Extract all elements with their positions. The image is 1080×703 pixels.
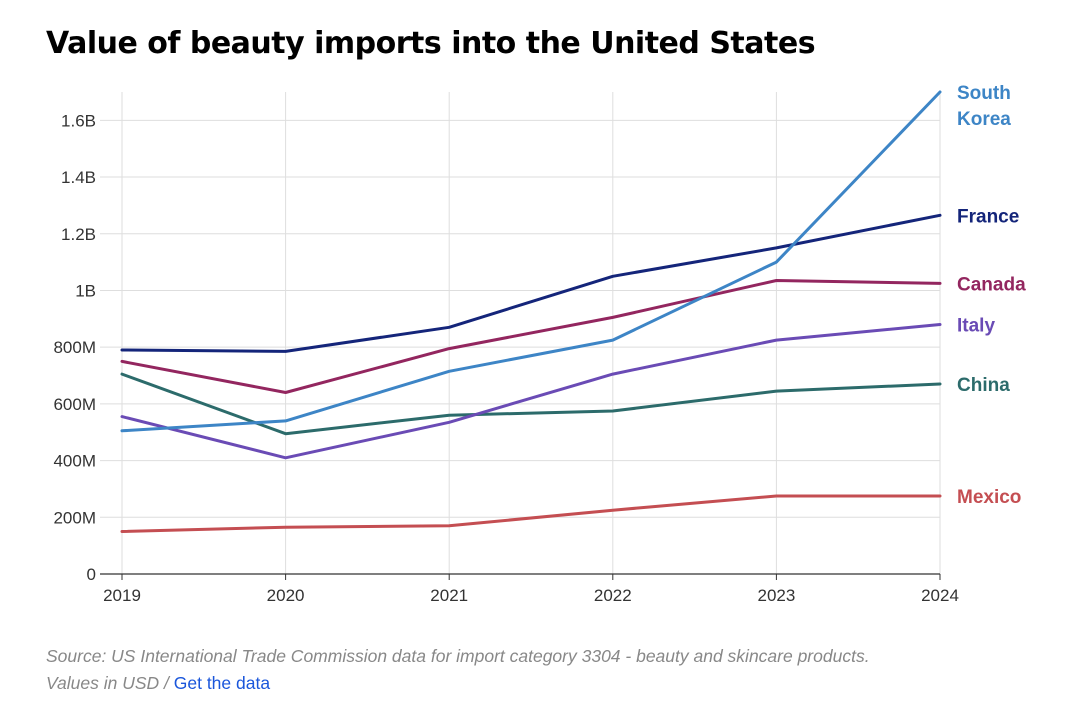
y-tick-label: 600M xyxy=(53,395,96,414)
series-line-canada xyxy=(120,279,942,394)
series-label-mexico: Mexico xyxy=(957,487,1021,508)
y-tick-label: 1B xyxy=(75,281,96,300)
series-line-italy xyxy=(120,323,942,460)
chart-footer: Source: US International Trade Commissio… xyxy=(46,643,870,697)
y-tick-label: 400M xyxy=(53,452,96,471)
y-tick-label: 1.6B xyxy=(61,111,96,130)
axes: 0 200M 400M 600M 800M 1B 1.2B 1.4B 1.6B 2019 2020 2… xyxy=(53,111,958,605)
x-tick-label: 2019 xyxy=(103,586,141,605)
line-chart: 0 200M 400M 600M 800M 1B 1.2B 1.4B 1.6B 2019 2020 2… xyxy=(53,83,1026,605)
y-tick-label: 800M xyxy=(53,338,96,357)
series-label-italy: Italy xyxy=(957,315,995,336)
get-the-data-link[interactable]: Get the data xyxy=(173,673,271,693)
x-tick-label: 2020 xyxy=(267,586,305,605)
y-tick-label: 1.2B xyxy=(61,225,96,244)
series-line-south-korea xyxy=(120,90,942,433)
series-label-south-korea: South xyxy=(957,83,1011,104)
source-note: Source: US International Trade Commissio… xyxy=(46,646,870,666)
footer-separator: / xyxy=(159,673,174,693)
values-note: Values in USD xyxy=(46,673,160,693)
series-label-france: France xyxy=(957,206,1019,227)
series-line-mexico xyxy=(120,494,942,533)
series-label-south-korea: Korea xyxy=(957,109,1011,130)
x-tick-label: 2023 xyxy=(757,586,795,605)
series-label-canada: Canada xyxy=(957,274,1026,295)
gridlines xyxy=(100,92,941,574)
x-tick-label: 2022 xyxy=(594,586,632,605)
x-tick-label: 2021 xyxy=(430,586,468,605)
y-tick-label: 0 xyxy=(87,565,96,584)
y-tick-label: 1.4B xyxy=(61,168,96,187)
x-tick-label: 2024 xyxy=(921,586,959,605)
chart-title: Value of beauty imports into the United … xyxy=(46,26,816,61)
series-labels: South Korea France Canada Italy China Mexico xyxy=(957,83,1026,508)
series-lines xyxy=(120,90,942,533)
series-label-china: China xyxy=(957,375,1010,396)
y-tick-label: 200M xyxy=(53,508,96,527)
series-line-france xyxy=(120,213,942,353)
